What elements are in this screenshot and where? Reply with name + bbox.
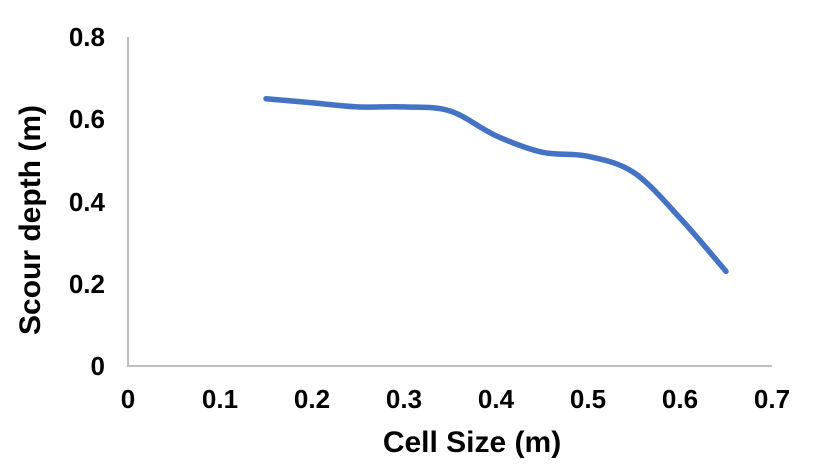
x-tick-label: 0.6 xyxy=(661,384,699,414)
y-tick-label: 0 xyxy=(90,351,105,381)
series-line-scour-depth xyxy=(263,95,729,275)
y-tick-label: 0.8 xyxy=(68,22,105,52)
y-tick-label: 0.6 xyxy=(68,104,105,135)
y-tick-label: 0.4 xyxy=(68,186,105,217)
x-tick-label: 0.3 xyxy=(385,384,423,414)
y-axis-title: Scour depth (m) xyxy=(14,105,47,335)
y-tick-label: 0.2 xyxy=(68,268,105,299)
x-tick-label: 0.5 xyxy=(569,384,607,414)
x-axis-title: Cell Size (m) xyxy=(382,426,562,459)
x-tick-label: 0 xyxy=(120,384,136,414)
x-tick-label: 0.7 xyxy=(753,384,791,414)
x-tick-label: 0.2 xyxy=(293,384,331,414)
x-tick-label: 0.4 xyxy=(477,384,515,414)
x-tick-label: 0.1 xyxy=(201,384,239,414)
axis-lines xyxy=(127,37,772,367)
